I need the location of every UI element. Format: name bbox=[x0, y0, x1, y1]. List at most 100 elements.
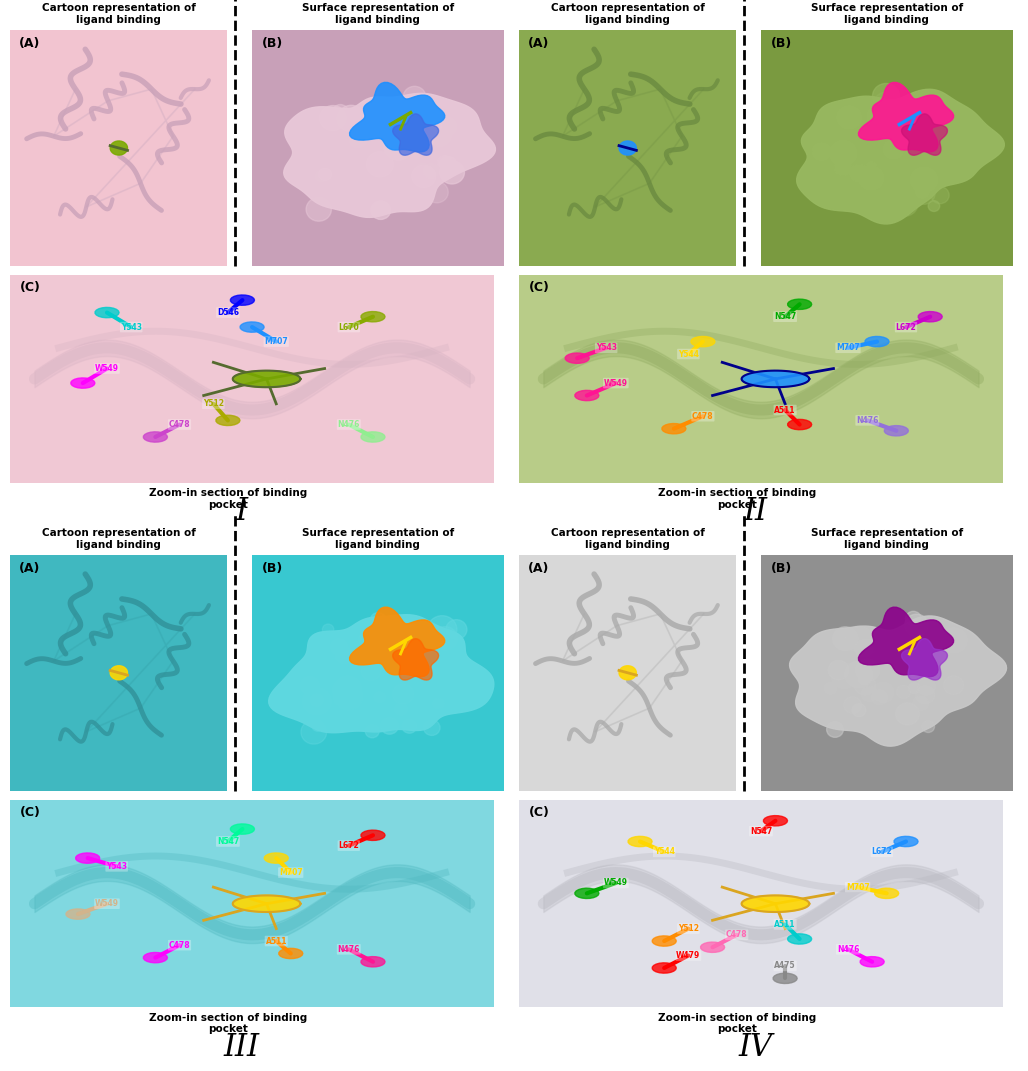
Circle shape bbox=[411, 165, 436, 187]
Circle shape bbox=[859, 639, 877, 654]
Circle shape bbox=[830, 140, 857, 166]
Circle shape bbox=[844, 662, 873, 688]
Circle shape bbox=[394, 125, 419, 150]
Text: M707: M707 bbox=[264, 337, 288, 346]
Text: Cartoon representation of
ligand binding: Cartoon representation of ligand binding bbox=[42, 528, 195, 549]
Polygon shape bbox=[232, 371, 300, 388]
Polygon shape bbox=[216, 416, 240, 425]
Text: (A): (A) bbox=[19, 562, 40, 575]
Polygon shape bbox=[741, 895, 809, 912]
Polygon shape bbox=[662, 423, 686, 434]
Circle shape bbox=[333, 682, 363, 710]
Circle shape bbox=[402, 720, 416, 734]
Text: I: I bbox=[235, 497, 248, 527]
Polygon shape bbox=[619, 666, 636, 680]
Text: A511: A511 bbox=[774, 920, 796, 929]
Circle shape bbox=[311, 721, 324, 731]
Text: M707: M707 bbox=[279, 869, 302, 877]
Polygon shape bbox=[361, 432, 386, 442]
Polygon shape bbox=[741, 371, 809, 388]
Circle shape bbox=[383, 133, 413, 161]
Text: Y543: Y543 bbox=[106, 862, 127, 871]
Polygon shape bbox=[95, 307, 119, 318]
Circle shape bbox=[812, 142, 831, 161]
Circle shape bbox=[383, 131, 401, 147]
Polygon shape bbox=[268, 615, 493, 733]
Circle shape bbox=[437, 117, 456, 136]
Polygon shape bbox=[628, 836, 652, 847]
Polygon shape bbox=[232, 895, 300, 912]
Text: N476: N476 bbox=[856, 416, 879, 425]
Circle shape bbox=[433, 627, 457, 650]
Circle shape bbox=[350, 132, 367, 148]
Circle shape bbox=[423, 163, 439, 179]
Polygon shape bbox=[918, 312, 943, 322]
Polygon shape bbox=[858, 607, 954, 677]
Text: W549: W549 bbox=[603, 378, 628, 388]
Circle shape bbox=[371, 201, 391, 220]
Circle shape bbox=[428, 616, 456, 644]
Text: Zoom-in section of binding
pocket: Zoom-in section of binding pocket bbox=[149, 488, 307, 510]
Circle shape bbox=[323, 624, 334, 635]
Circle shape bbox=[840, 175, 867, 199]
Circle shape bbox=[928, 200, 940, 211]
Text: N547: N547 bbox=[217, 838, 240, 846]
Circle shape bbox=[895, 703, 919, 725]
Polygon shape bbox=[860, 956, 884, 967]
Circle shape bbox=[440, 156, 456, 172]
Text: Y544: Y544 bbox=[654, 847, 674, 857]
Circle shape bbox=[403, 87, 426, 107]
Text: (A): (A) bbox=[527, 562, 549, 575]
Polygon shape bbox=[902, 114, 948, 155]
Circle shape bbox=[368, 120, 379, 131]
Polygon shape bbox=[865, 336, 889, 347]
Text: IV: IV bbox=[738, 1032, 773, 1062]
Circle shape bbox=[941, 628, 967, 653]
Circle shape bbox=[301, 720, 327, 744]
Circle shape bbox=[896, 685, 911, 698]
Circle shape bbox=[908, 134, 927, 153]
Circle shape bbox=[855, 659, 880, 681]
Text: N476: N476 bbox=[337, 945, 360, 954]
Text: (C): (C) bbox=[20, 806, 41, 819]
Polygon shape bbox=[230, 295, 255, 305]
Text: C478: C478 bbox=[169, 420, 190, 429]
Text: (B): (B) bbox=[262, 37, 284, 50]
Polygon shape bbox=[773, 974, 797, 983]
Circle shape bbox=[844, 697, 861, 713]
Polygon shape bbox=[110, 666, 127, 680]
Text: III: III bbox=[223, 1032, 260, 1062]
Circle shape bbox=[897, 100, 914, 115]
Text: L670: L670 bbox=[338, 322, 359, 332]
Polygon shape bbox=[241, 322, 264, 332]
Circle shape bbox=[890, 191, 918, 216]
Circle shape bbox=[320, 106, 346, 131]
Circle shape bbox=[861, 687, 878, 702]
Circle shape bbox=[365, 725, 379, 738]
Circle shape bbox=[845, 627, 873, 652]
Circle shape bbox=[837, 106, 861, 129]
Text: L672: L672 bbox=[872, 847, 892, 857]
Circle shape bbox=[426, 181, 448, 202]
Text: A475: A475 bbox=[774, 962, 796, 970]
Circle shape bbox=[424, 720, 440, 736]
Text: Surface representation of
ligand binding: Surface representation of ligand binding bbox=[811, 528, 963, 549]
Text: Cartoon representation of
ligand binding: Cartoon representation of ligand binding bbox=[551, 3, 704, 25]
Polygon shape bbox=[361, 956, 386, 967]
Circle shape bbox=[827, 722, 843, 737]
Circle shape bbox=[858, 675, 870, 685]
Circle shape bbox=[310, 694, 324, 707]
Text: (C): (C) bbox=[528, 282, 550, 295]
Text: N476: N476 bbox=[337, 420, 360, 429]
Circle shape bbox=[917, 678, 935, 695]
Polygon shape bbox=[575, 888, 599, 899]
Text: Zoom-in section of binding
pocket: Zoom-in section of binding pocket bbox=[658, 488, 816, 510]
Polygon shape bbox=[144, 432, 168, 442]
Circle shape bbox=[409, 622, 434, 646]
Text: Surface representation of
ligand binding: Surface representation of ligand binding bbox=[302, 3, 454, 25]
Circle shape bbox=[854, 675, 876, 695]
Polygon shape bbox=[858, 82, 954, 152]
Polygon shape bbox=[902, 638, 948, 680]
Polygon shape bbox=[787, 934, 812, 945]
Circle shape bbox=[335, 647, 353, 663]
